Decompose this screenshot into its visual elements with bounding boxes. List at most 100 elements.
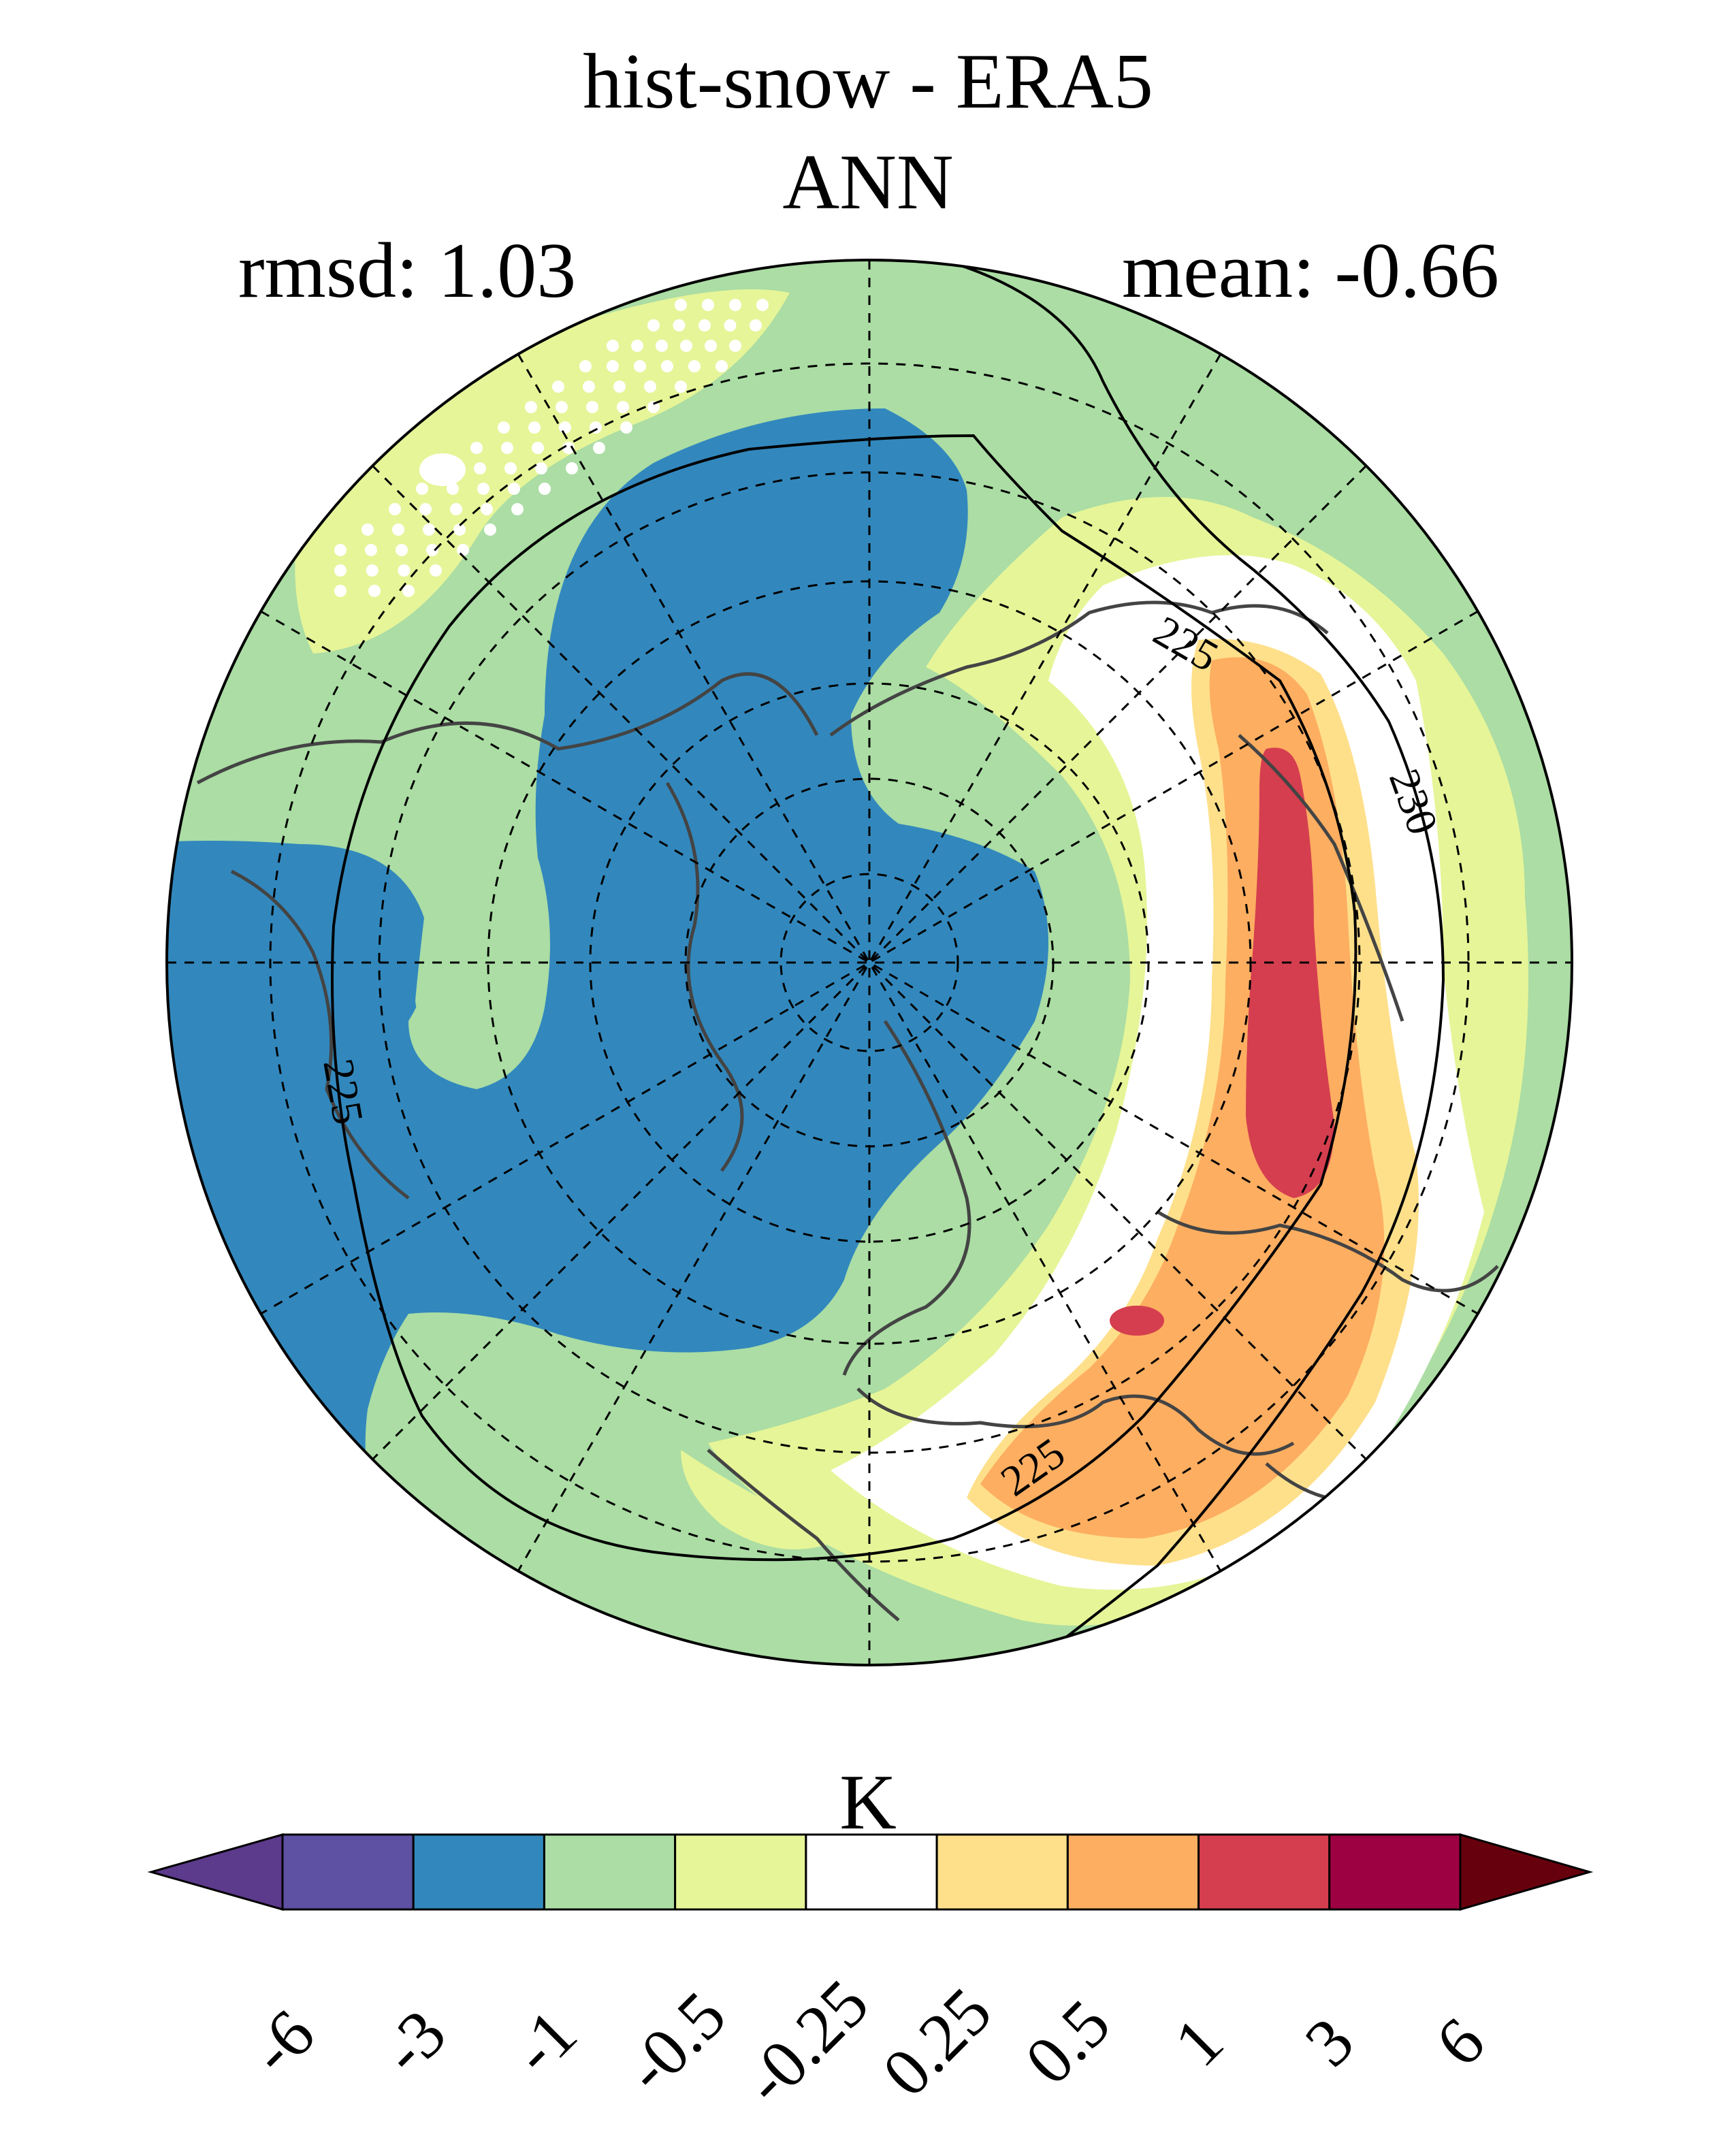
stipple-dot <box>366 564 379 577</box>
stipple-dot <box>656 340 668 352</box>
stipple-dot <box>647 319 660 332</box>
stipple-dot <box>501 442 513 454</box>
colorbar-box <box>1066 1833 1200 1911</box>
stipple-dot <box>566 462 578 474</box>
stipple-dot <box>716 360 728 372</box>
stipple-dot <box>680 340 692 352</box>
stipple-dot <box>556 401 568 413</box>
graticule <box>167 260 1572 1665</box>
stipple-dot <box>477 483 489 495</box>
colorbar-box <box>1328 1833 1462 1911</box>
stipple-dot <box>334 564 347 577</box>
stipple-dot <box>586 401 598 413</box>
colorbar-box <box>674 1833 807 1911</box>
colorbar-tick-label: -1 <box>497 1995 591 2089</box>
stipple-dot <box>389 503 401 515</box>
stipple-dot <box>661 360 673 372</box>
anomaly-region-green-atlantic <box>415 826 543 1076</box>
colorbar-tick-label: -3 <box>366 1995 460 2089</box>
map-boundary <box>165 259 1573 1666</box>
stipple-dot <box>368 585 381 597</box>
stipple-dot <box>675 381 687 393</box>
stipple-dot <box>673 319 686 332</box>
stipple-dot <box>396 544 408 556</box>
anomaly-region-yellowgreen-sw <box>681 1450 844 1549</box>
stipple-dot <box>532 442 544 454</box>
stipple-dot <box>525 401 537 413</box>
colorbar-tick-label: 6 <box>1421 2003 1499 2081</box>
stipple-dot <box>453 523 466 536</box>
stipple-patch <box>419 453 466 486</box>
stipple-dot <box>419 503 432 515</box>
colorbar-tick-label: -0.5 <box>610 1977 740 2107</box>
stipple-dot <box>365 544 377 556</box>
contour-label: 225 <box>314 1055 373 1128</box>
stipple-dot <box>644 381 656 393</box>
stipple-dot <box>430 564 442 577</box>
stipple-dot <box>416 483 428 495</box>
stipple-dot <box>631 340 643 352</box>
stipple-dot <box>498 421 510 434</box>
contour-lines <box>331 260 1445 1662</box>
stipple-dot <box>334 585 347 597</box>
stipple-dot <box>620 421 632 434</box>
colorbar-tick-label: -0.25 <box>728 1965 883 2119</box>
mean-label: mean: -0.66 <box>1121 227 1499 314</box>
map-subtitle: ANN <box>782 139 954 226</box>
colorbar-unit: K <box>839 1759 897 1846</box>
stipple-dot <box>511 503 524 515</box>
stipple-dot <box>423 523 435 536</box>
stipple-dot <box>484 523 496 536</box>
stipple-dot <box>552 381 564 393</box>
stipple-dot <box>617 401 629 413</box>
stipple-dot <box>402 585 415 597</box>
stipple-dot <box>647 401 660 413</box>
stipple-dot <box>750 319 762 332</box>
stipple-dot <box>607 360 619 372</box>
colorbar-box <box>412 1833 545 1911</box>
stipple-dot <box>457 544 469 556</box>
stipple-dot <box>593 442 605 454</box>
stipple-dot <box>579 360 592 372</box>
stipple-dot <box>705 340 717 352</box>
stipple-dot <box>528 421 541 434</box>
stipple-dot <box>392 523 404 536</box>
stipple-dot <box>724 319 737 332</box>
stipple-dot <box>607 340 619 352</box>
colorbar-extend-high <box>1459 1833 1594 1911</box>
colorbar-tick-label: 0.5 <box>1010 1985 1125 2099</box>
stipple-dot <box>398 564 411 577</box>
coastlines <box>196 600 1499 1621</box>
stipple-dot <box>756 299 769 311</box>
stipple-dot <box>634 360 646 372</box>
significance-stippling <box>334 299 769 597</box>
map-title: hist-snow - ERA5 <box>583 38 1153 125</box>
stipple-dot <box>361 523 374 536</box>
stipple-dot <box>729 299 741 311</box>
stipple-dot <box>562 442 575 454</box>
anomaly-region-blue-arctic <box>167 408 1048 1665</box>
rmsd-label: rmsd: 1.03 <box>238 227 577 314</box>
stipple-dot <box>447 483 459 495</box>
stipple-dot <box>539 483 551 495</box>
stipple-dot <box>702 299 714 311</box>
stipple-dot <box>334 544 347 556</box>
stipple-dot <box>675 299 687 311</box>
anomaly-region-red-small <box>1110 1306 1164 1336</box>
colorbar-tick-label: -6 <box>235 1995 329 2089</box>
stipple-dot <box>504 462 517 474</box>
colorbar-box <box>1197 1833 1331 1911</box>
stipple-dot <box>470 442 483 454</box>
colorbar-box <box>935 1833 1069 1911</box>
stipple-dot <box>613 381 626 393</box>
colorbar-tick-label: 1 <box>1159 2003 1238 2081</box>
stipple-dot <box>583 381 595 393</box>
stipple-dot <box>474 462 486 474</box>
colorbar-box <box>543 1833 677 1911</box>
colorbar-tick-label: 3 <box>1290 2003 1368 2081</box>
stipple-dot <box>450 503 462 515</box>
stipple-dot <box>729 340 741 352</box>
stipple-dot <box>481 503 493 515</box>
stipple-dot <box>698 319 711 332</box>
stipple-dot <box>559 421 571 434</box>
